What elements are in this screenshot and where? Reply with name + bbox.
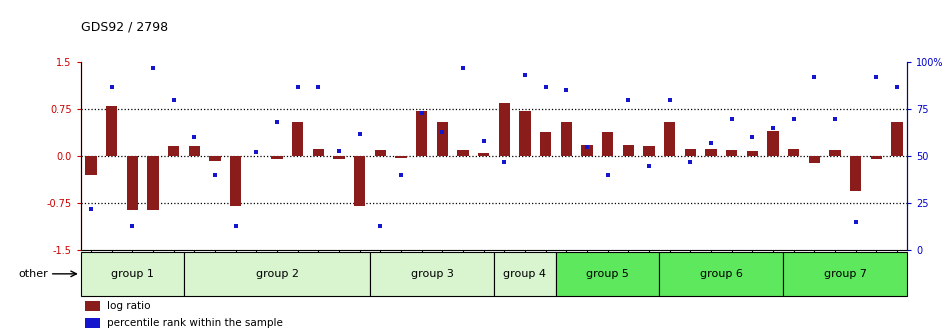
- Bar: [664, 122, 675, 156]
- Point: [580, 144, 595, 150]
- Point: [332, 148, 347, 153]
- Text: group 3: group 3: [410, 269, 453, 279]
- Text: group 7: group 7: [824, 269, 866, 279]
- Point: [84, 206, 99, 212]
- Text: group 1: group 1: [111, 269, 154, 279]
- Bar: [292, 122, 303, 156]
- Bar: [230, 156, 241, 206]
- Text: group 6: group 6: [700, 269, 743, 279]
- Point: [455, 65, 470, 71]
- Bar: [540, 132, 551, 156]
- Point: [249, 150, 264, 155]
- Point: [786, 116, 801, 121]
- Point: [476, 138, 491, 144]
- Bar: [494, 252, 556, 296]
- Text: percentile rank within the sample: percentile rank within the sample: [107, 318, 283, 328]
- Bar: [374, 150, 386, 156]
- Bar: [437, 122, 448, 156]
- Point: [868, 75, 884, 80]
- Bar: [556, 252, 659, 296]
- Bar: [659, 252, 783, 296]
- Point: [372, 223, 388, 228]
- Point: [559, 88, 574, 93]
- Bar: [499, 103, 510, 156]
- Bar: [747, 151, 758, 156]
- Point: [104, 84, 120, 89]
- Point: [600, 172, 616, 178]
- Point: [641, 163, 656, 168]
- Bar: [560, 122, 572, 156]
- Bar: [726, 150, 737, 156]
- Point: [848, 219, 864, 225]
- Bar: [313, 149, 324, 156]
- Bar: [768, 131, 779, 156]
- Text: group 2: group 2: [256, 269, 298, 279]
- Bar: [808, 156, 820, 163]
- Bar: [168, 145, 180, 156]
- Bar: [81, 252, 184, 296]
- Bar: [395, 156, 407, 158]
- Bar: [457, 150, 468, 156]
- Point: [518, 73, 533, 78]
- Point: [311, 84, 326, 89]
- Text: GDS92 / 2798: GDS92 / 2798: [81, 20, 168, 34]
- Point: [497, 159, 512, 165]
- Bar: [602, 132, 614, 156]
- Bar: [189, 145, 200, 156]
- Bar: [581, 145, 593, 156]
- Point: [766, 125, 781, 131]
- Point: [352, 131, 368, 136]
- Point: [228, 223, 243, 228]
- Point: [807, 75, 822, 80]
- Bar: [106, 106, 118, 156]
- Point: [827, 116, 843, 121]
- Point: [393, 172, 408, 178]
- Text: other: other: [18, 269, 48, 279]
- Point: [538, 84, 553, 89]
- Bar: [370, 252, 494, 296]
- Bar: [520, 111, 531, 156]
- Point: [124, 223, 140, 228]
- Bar: [85, 301, 100, 311]
- Text: group 4: group 4: [504, 269, 546, 279]
- Bar: [870, 156, 882, 159]
- Bar: [788, 149, 799, 156]
- Point: [414, 110, 429, 116]
- Point: [270, 120, 285, 125]
- Bar: [685, 149, 696, 156]
- Bar: [622, 145, 634, 156]
- Point: [745, 135, 760, 140]
- Point: [207, 172, 222, 178]
- Bar: [85, 318, 100, 328]
- Bar: [147, 156, 159, 210]
- Bar: [126, 156, 138, 210]
- Bar: [643, 146, 655, 156]
- Point: [145, 65, 161, 71]
- Bar: [416, 111, 428, 156]
- Bar: [86, 156, 97, 175]
- Bar: [209, 156, 220, 161]
- Point: [290, 84, 305, 89]
- Text: group 5: group 5: [586, 269, 629, 279]
- Bar: [891, 122, 902, 156]
- Bar: [478, 153, 489, 156]
- Bar: [850, 156, 862, 191]
- Text: log ratio: log ratio: [107, 301, 151, 311]
- Point: [166, 97, 181, 102]
- Bar: [272, 156, 283, 159]
- Point: [683, 159, 698, 165]
- Bar: [829, 150, 841, 156]
- Point: [620, 97, 636, 102]
- Point: [187, 135, 202, 140]
- Bar: [333, 156, 345, 159]
- Point: [435, 129, 450, 134]
- Bar: [354, 156, 366, 206]
- Bar: [705, 149, 716, 156]
- Bar: [184, 252, 370, 296]
- Point: [662, 97, 677, 102]
- Point: [724, 116, 739, 121]
- Point: [703, 140, 718, 146]
- Bar: [783, 252, 907, 296]
- Point: [889, 84, 904, 89]
